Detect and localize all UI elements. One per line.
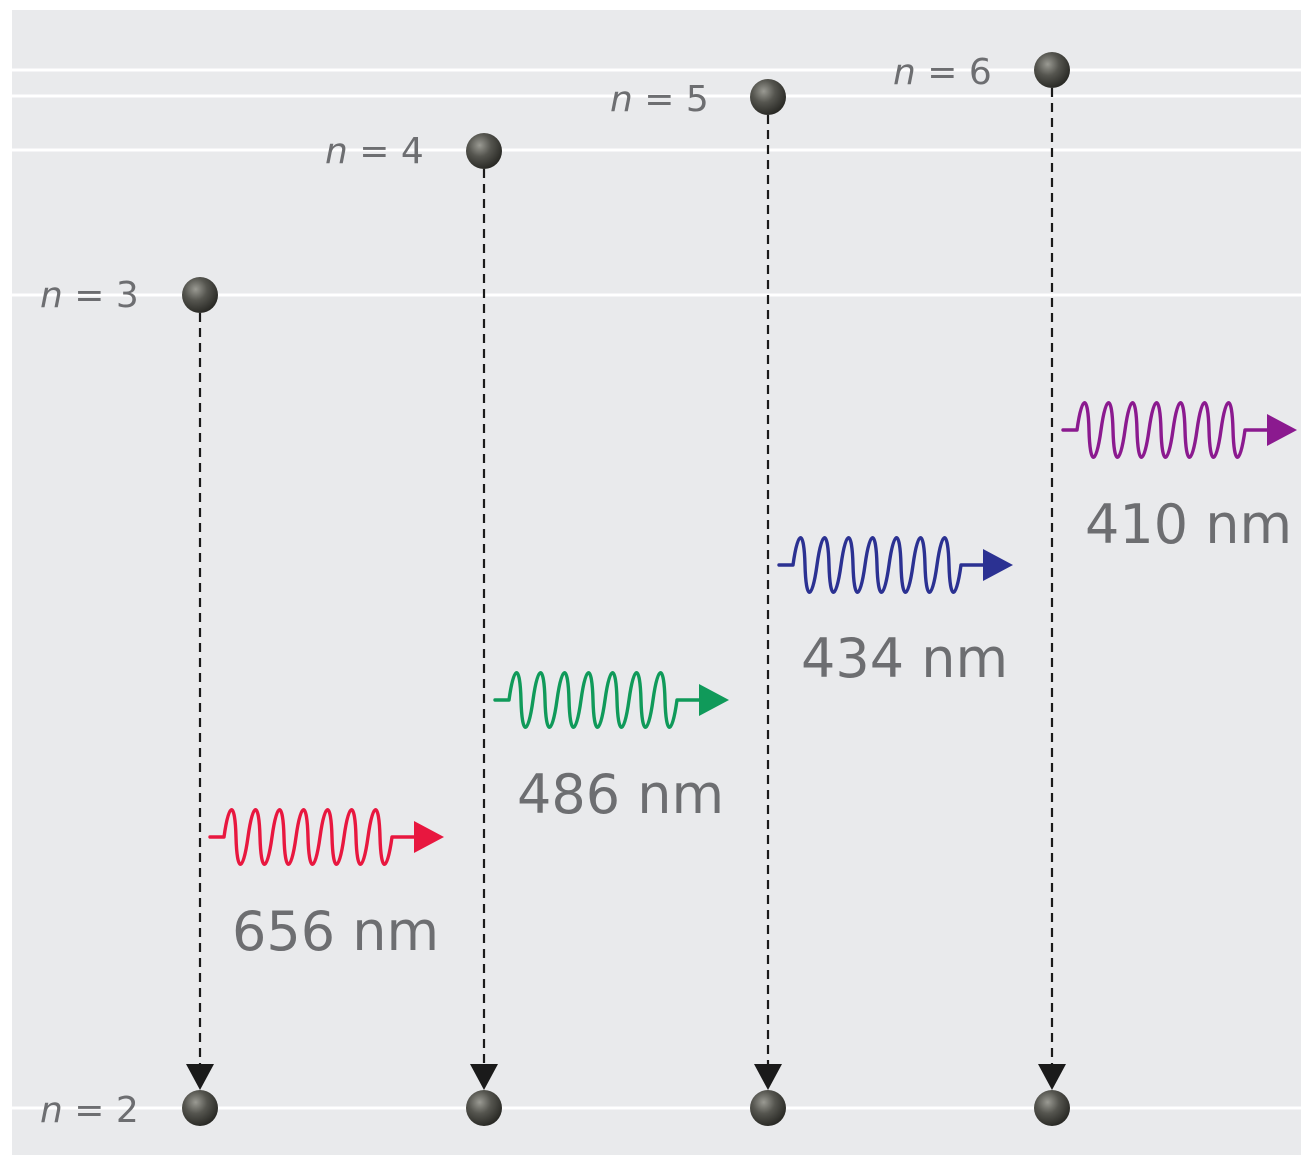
down-arrow-icon bbox=[1038, 1064, 1066, 1090]
photon-arrowhead-icon bbox=[983, 549, 1013, 581]
down-arrow-icon bbox=[754, 1064, 782, 1090]
wavelength-label: 434 nm bbox=[801, 627, 1008, 690]
photon-arrowhead-icon bbox=[699, 684, 729, 716]
electron-initial-n3 bbox=[182, 277, 218, 313]
electron-final-n2 bbox=[466, 1090, 502, 1126]
electron-initial-n5 bbox=[750, 79, 786, 115]
energy-level-lines bbox=[12, 68, 1301, 1110]
wavelength-label: 486 nm bbox=[517, 763, 724, 826]
down-arrow-icon bbox=[470, 1064, 498, 1090]
transition-n3-to-n2: 656 nm bbox=[182, 277, 444, 1126]
photon-arrowhead-icon bbox=[1267, 414, 1297, 446]
electron-final-n2 bbox=[750, 1090, 786, 1126]
level-label-n2: n = 2 bbox=[40, 1090, 139, 1131]
photon-wave-icon bbox=[208, 808, 416, 866]
down-arrow-icon bbox=[186, 1064, 214, 1090]
transition-n6-to-n2: 410 nm bbox=[1034, 52, 1297, 1126]
level-label-n5: n = 5 bbox=[610, 79, 709, 120]
transition-n5-to-n2: 434 nm bbox=[750, 79, 1013, 1126]
electron-initial-n6 bbox=[1034, 52, 1070, 88]
photon-wave-icon bbox=[777, 536, 985, 594]
transitions: 656 nm 486 nm 434 nm 410 nm bbox=[182, 52, 1297, 1126]
electron-initial-n4 bbox=[466, 133, 502, 169]
level-label-n4: n = 4 bbox=[325, 131, 424, 172]
electron-final-n2 bbox=[1034, 1090, 1070, 1126]
wavelength-label: 410 nm bbox=[1085, 493, 1292, 556]
photon-wave-icon bbox=[1061, 401, 1269, 459]
wavelength-label: 656 nm bbox=[232, 900, 439, 963]
photon-arrowhead-icon bbox=[414, 821, 444, 853]
energy-level-labels: n = 2 n = 3 n = 4 n = 5 n = 6 bbox=[40, 52, 992, 1131]
transition-n4-to-n2: 486 nm bbox=[466, 133, 729, 1126]
photon-wave-icon bbox=[493, 671, 701, 729]
level-label-n6: n = 6 bbox=[893, 52, 992, 93]
level-label-n3: n = 3 bbox=[40, 275, 139, 316]
electron-final-n2 bbox=[182, 1090, 218, 1126]
diagram-background bbox=[12, 10, 1301, 1155]
